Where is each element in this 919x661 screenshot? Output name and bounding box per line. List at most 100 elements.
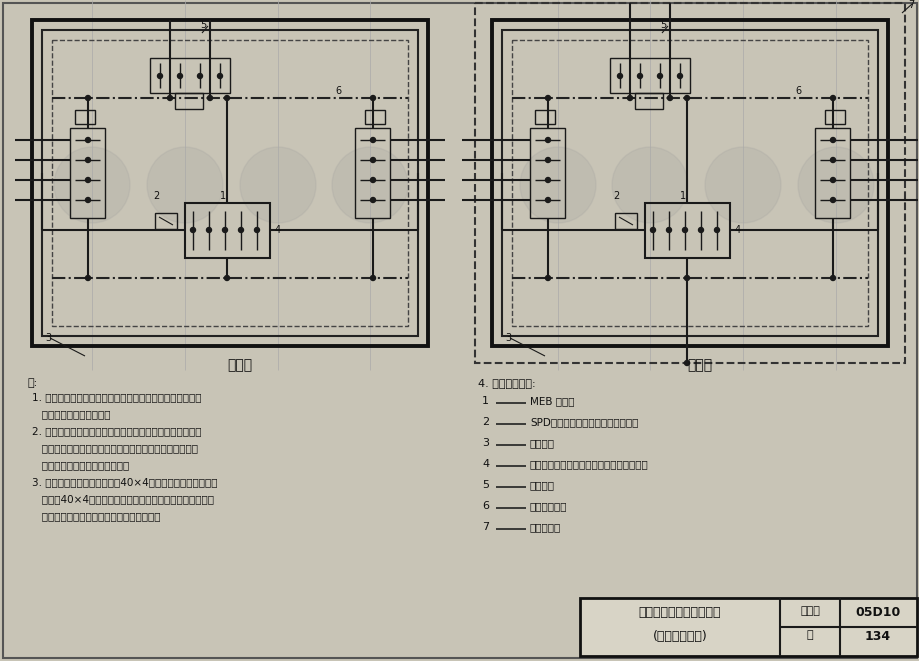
Circle shape	[830, 276, 834, 280]
Text: 页: 页	[806, 630, 812, 640]
Text: 方案一: 方案一	[227, 358, 253, 372]
Circle shape	[797, 147, 873, 223]
Text: 4: 4	[482, 459, 489, 469]
Text: SPD（选型及安装见具体工程设计）: SPD（选型及安装见具体工程设计）	[529, 417, 638, 427]
Text: 2. 方案二适用于多处电源进线，采用室内环形导体将总等电: 2. 方案二适用于多处电源进线，采用室内环形导体将总等电	[32, 426, 201, 436]
Text: 1: 1	[220, 191, 226, 201]
Circle shape	[545, 276, 550, 280]
Circle shape	[698, 227, 703, 233]
Circle shape	[370, 95, 375, 100]
Circle shape	[545, 178, 550, 182]
Text: MEB 端子板: MEB 端子板	[529, 396, 573, 406]
Circle shape	[222, 227, 227, 233]
Circle shape	[657, 73, 662, 79]
Text: 7: 7	[907, 0, 913, 10]
Circle shape	[238, 227, 244, 233]
Circle shape	[370, 178, 375, 182]
Bar	[474, 3, 904, 363]
Circle shape	[617, 73, 622, 79]
Circle shape	[682, 227, 686, 233]
Text: 电源线路: 电源线路	[529, 438, 554, 448]
Circle shape	[157, 73, 163, 79]
Text: 5: 5	[659, 20, 665, 30]
Bar	[32, 20, 427, 346]
Circle shape	[665, 227, 671, 233]
Bar	[644, 203, 729, 258]
Text: 6: 6	[335, 86, 341, 96]
Circle shape	[611, 147, 687, 223]
Text: 位联结端子板应靠近与其连通。: 位联结端子板应靠近与其连通。	[32, 460, 129, 470]
Circle shape	[830, 178, 834, 182]
Text: 撑点处或过墙处，为了防腐应有绝缘防护。: 撑点处或过墙处，为了防腐应有绝缘防护。	[32, 511, 160, 521]
Text: 位联结端子板互相连通。: 位联结端子板互相连通。	[32, 409, 110, 419]
Bar	[42, 30, 417, 336]
Bar	[365, 110, 384, 124]
Circle shape	[224, 95, 229, 100]
Text: 总等电位联结平面图示例: 总等电位联结平面图示例	[638, 606, 720, 619]
Text: 可采用40×4镀锌扁钢或铜带，室内环形导体宜明敷，在支: 可采用40×4镀锌扁钢或铜带，室内环形导体宜明敷，在支	[32, 494, 214, 504]
Bar	[154, 213, 176, 229]
Bar	[355, 128, 390, 218]
Text: 4. 图中文字说明:: 4. 图中文字说明:	[478, 378, 535, 388]
Bar	[535, 110, 554, 124]
Bar	[579, 598, 916, 656]
Circle shape	[85, 95, 90, 100]
Circle shape	[85, 276, 90, 280]
Circle shape	[627, 95, 632, 100]
Text: 基础钢筋: 基础钢筋	[529, 480, 554, 490]
Text: 134: 134	[864, 630, 891, 643]
Circle shape	[206, 227, 211, 233]
Circle shape	[370, 276, 375, 280]
Circle shape	[545, 157, 550, 163]
Circle shape	[208, 95, 212, 100]
Circle shape	[190, 227, 196, 233]
Circle shape	[370, 137, 375, 143]
Circle shape	[85, 137, 90, 143]
Circle shape	[177, 73, 182, 79]
Circle shape	[519, 147, 596, 223]
Circle shape	[545, 137, 550, 143]
Circle shape	[830, 95, 834, 100]
Text: 内部环形导体: 内部环形导体	[529, 501, 567, 511]
Circle shape	[545, 198, 550, 202]
Text: 图集号: 图集号	[800, 606, 819, 616]
Circle shape	[676, 73, 682, 79]
Circle shape	[545, 95, 550, 100]
Circle shape	[684, 276, 688, 280]
Circle shape	[332, 147, 407, 223]
Circle shape	[224, 276, 229, 280]
Text: 1: 1	[679, 191, 686, 201]
Text: 位联结端子板互相连通，如有室外水平环形接地极，等电: 位联结端子板互相连通，如有室外水平环形接地极，等电	[32, 443, 198, 453]
Bar	[175, 93, 203, 109]
Circle shape	[650, 227, 654, 233]
Text: 1: 1	[482, 396, 489, 406]
Circle shape	[714, 227, 719, 233]
Text: 3: 3	[45, 333, 51, 343]
Text: 3: 3	[505, 333, 511, 343]
Bar	[814, 128, 849, 218]
Text: 2: 2	[612, 191, 618, 201]
Circle shape	[85, 157, 90, 163]
Bar	[150, 58, 230, 93]
Text: 4: 4	[275, 225, 281, 235]
Bar	[492, 20, 887, 346]
Circle shape	[370, 198, 375, 202]
Text: 5: 5	[482, 480, 489, 490]
Circle shape	[147, 147, 222, 223]
Text: 05D10: 05D10	[855, 606, 900, 619]
Bar	[529, 128, 564, 218]
Text: 2: 2	[482, 417, 489, 427]
Text: 方案二: 方案二	[686, 358, 712, 372]
Text: 进出建筑物导电体，如金属水管、燃气管等: 进出建筑物导电体，如金属水管、燃气管等	[529, 459, 648, 469]
Bar	[70, 128, 105, 218]
Text: 环形接地体: 环形接地体	[529, 522, 561, 532]
Circle shape	[240, 147, 315, 223]
Text: 1. 方案一适用于多处电源进线，采用室内环形导体将总等电: 1. 方案一适用于多处电源进线，采用室内环形导体将总等电	[32, 392, 201, 402]
Bar	[185, 203, 269, 258]
Circle shape	[684, 360, 688, 366]
Text: 7: 7	[482, 522, 489, 532]
Bar	[824, 110, 844, 124]
Bar	[52, 40, 407, 326]
Circle shape	[830, 157, 834, 163]
Text: 4: 4	[734, 225, 741, 235]
